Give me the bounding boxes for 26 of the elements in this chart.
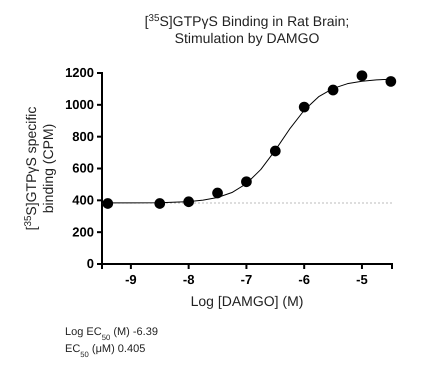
point [356, 70, 368, 82]
point [298, 102, 310, 112]
text: Log EC$_{50}$ (M) -6.39 [65, 326, 158, 342]
y-tick-label: 200 [72, 224, 94, 240]
point [328, 84, 338, 96]
point [385, 76, 396, 87]
x-tick-label: -6 [298, 272, 310, 288]
x-tick-label: -9 [125, 272, 137, 288]
x-tick-label: -8 [182, 272, 194, 288]
y-tick-label: 1000 [65, 96, 94, 112]
point [212, 188, 223, 198]
point [102, 198, 114, 209]
point [241, 176, 252, 188]
y-tick-label: 1200 [65, 65, 94, 80]
y-tick-label: 400 [72, 192, 94, 208]
point [270, 146, 281, 156]
point [183, 196, 194, 208]
point [154, 198, 166, 209]
y-tick-label: 800 [72, 128, 94, 144]
y-tick-label: 600 [72, 160, 94, 176]
text: EC$_{50}$ (μM) 0.405 [65, 343, 146, 358]
chart-title: [$^{35}$S]GTPγS Binding in Rat Brain; Stimulation by DAMGO [144, 12, 350, 46]
x-axis-title: Log [DAMGO] (M) [190, 293, 304, 309]
x-tick-label: -7 [240, 272, 252, 288]
y-tick-label: 0 [86, 256, 94, 272]
x-tick-label: -5 [356, 272, 368, 288]
